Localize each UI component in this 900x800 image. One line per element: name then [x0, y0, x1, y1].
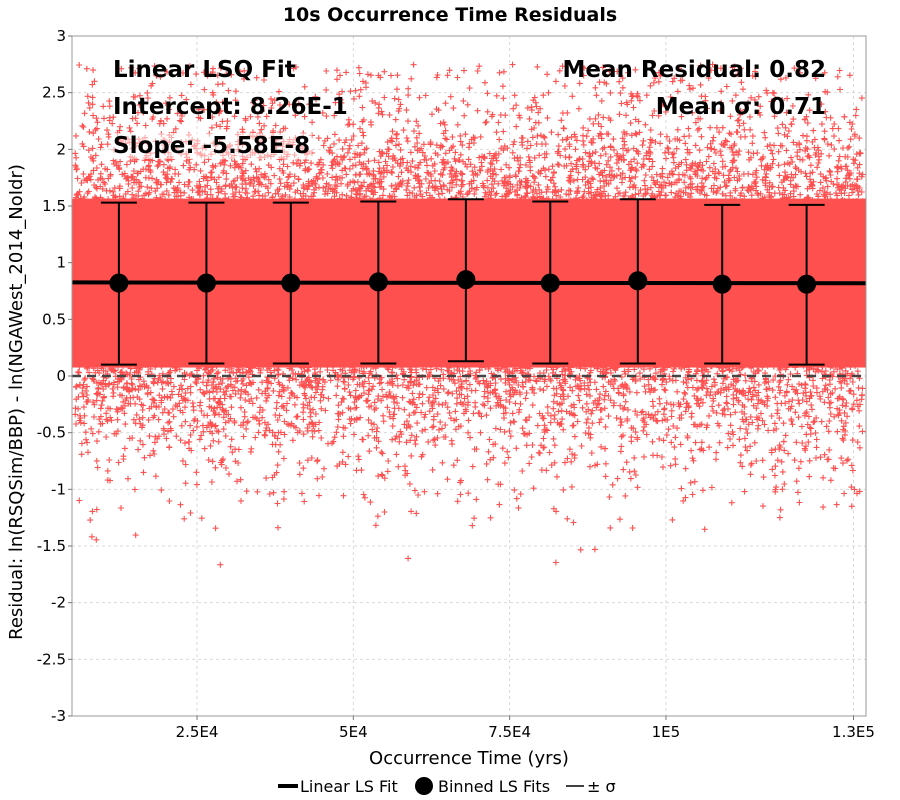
- x-axis-ticks: 2.5E4 5E4 7.5E4 1E5 1.3E5: [176, 716, 875, 741]
- y-tick-label: 2: [56, 140, 66, 158]
- x-tick-label: 5E4: [339, 723, 368, 741]
- binned-fit-marker: [109, 273, 129, 293]
- y-tick-label: -2.5: [37, 650, 66, 668]
- intercept-label: Intercept: 8.26E-1: [113, 94, 348, 120]
- y-tick-label: -1.5: [37, 537, 66, 555]
- y-tick-label: 0: [56, 367, 66, 385]
- binned-fits: [100, 198, 825, 366]
- chart-title: 10s Occurrence Time Residuals: [283, 4, 617, 26]
- slope-label-background: [111, 133, 313, 159]
- legend: Linear LS Fit Binned LS Fits ± σ: [278, 777, 616, 796]
- legend-binned-fits-label: Binned LS Fits: [438, 777, 550, 796]
- y-axis-ticks: -3 -2.5 -2 -1.5 -1 -0.5 0 0.5 1 1.5 2 2.5 3: [37, 27, 72, 725]
- binned-fit-point: [188, 201, 225, 365]
- binned-fit-point: [272, 201, 309, 365]
- slope-label: Slope: -5.58E-8: [113, 133, 310, 159]
- x-tick-label: 2.5E4: [176, 723, 219, 741]
- binned-fit-point: [532, 200, 569, 365]
- binned-fit-marker: [456, 270, 476, 290]
- x-tick-label: 1E5: [652, 723, 681, 741]
- y-tick-label: -0.5: [37, 424, 66, 442]
- binned-fit-point: [360, 200, 397, 365]
- y-tick-label: 0.5: [42, 310, 66, 328]
- binned-fit-marker: [712, 274, 732, 294]
- y-tick-label: 1: [56, 254, 66, 272]
- binned-fit-marker: [196, 273, 216, 293]
- x-axis-label: Occurrence Time (yrs): [369, 748, 569, 769]
- binned-fit-marker: [281, 273, 301, 293]
- y-tick-label: 3: [56, 27, 66, 45]
- y-tick-label: -1: [51, 480, 66, 498]
- y-axis-label: Residual: ln(RSQSim/BBP) - ln(NGAWest_20…: [6, 164, 27, 640]
- x-tick-label: 7.5E4: [488, 723, 531, 741]
- binned-fit-marker: [628, 271, 648, 291]
- fit-title-label: Linear LSQ Fit: [113, 57, 296, 83]
- binned-fit-marker: [368, 272, 388, 292]
- binned-fit-point: [704, 203, 741, 365]
- mean-sigma-label: Mean σ: 0.71: [656, 94, 826, 120]
- binned-fit-point: [100, 201, 137, 366]
- scatter-point-marks: [72, 61, 866, 568]
- y-tick-label: -2: [51, 594, 66, 612]
- y-tick-label: 1.5: [42, 197, 66, 215]
- binned-fit-point: [619, 198, 656, 365]
- binned-fit-point: [788, 203, 825, 366]
- binned-fit-marker: [797, 274, 817, 294]
- mean-residual-label: Mean Residual: 0.82: [563, 57, 826, 83]
- binned-fit-point: [447, 198, 484, 363]
- legend-sigma-label: ± σ: [587, 777, 616, 796]
- y-tick-label: -3: [51, 707, 66, 725]
- legend-linear-fit-label: Linear LS Fit: [300, 777, 398, 796]
- scatter-markers: [72, 61, 866, 568]
- x-tick-label: 1.3E5: [832, 723, 875, 741]
- binned-fit-marker: [540, 273, 560, 293]
- fit-annotations: Linear LSQ Fit Intercept: 8.26E-1 Slope:…: [111, 57, 826, 159]
- y-tick-label: 2.5: [42, 84, 66, 102]
- legend-binned-fits-swatch: [415, 777, 433, 795]
